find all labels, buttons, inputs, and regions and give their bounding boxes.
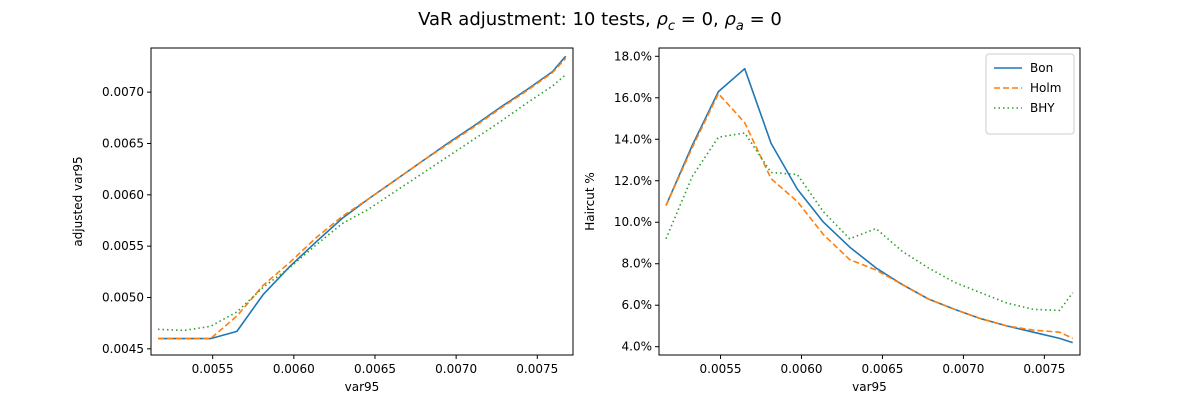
haircut-chart: 0.0055 0.0060 0.0065 0.0070 0.0075 4.0% 6.0% 8.… [583,47,1081,394]
x-tick-label: 0.0075 [1023,362,1065,376]
series-line-bhy [157,74,567,332]
x-tick-label: 0.0055 [192,362,234,376]
plot-frame [150,47,574,356]
legend-label-holm: Holm [1030,81,1061,95]
y-tick-label: 4.0% [622,340,653,354]
series-line-holm [158,57,567,340]
series-line-holm [665,92,1074,340]
y-tick-label: 0.0070 [102,85,144,99]
x-tick-label: 0.0075 [516,362,558,376]
title-rho-a-symbol: ρ [724,9,736,30]
x-axis-label: var95 [345,380,380,394]
title-rho-c-value: = 0, [675,9,724,30]
y-tick-label: 0.0060 [102,188,144,202]
y-tick-label: 18.0% [614,49,652,63]
legend-label-bon: Bon [1030,61,1053,75]
series-line-bhy [665,132,1074,312]
y-tick-label: 10.0% [614,215,652,229]
title-rho-a-value: = 0 [744,9,782,30]
legend-box [985,53,1075,135]
plot-frame [658,47,1081,356]
x-tick-label: 0.0060 [273,362,315,376]
title-prefix: VaR adjustment: 10 tests, [418,9,656,30]
x-tick-label: 0.0070 [435,362,477,376]
y-tick-label: 0.0055 [102,239,144,253]
y-tick-label: 0.0065 [102,136,144,150]
y-tick-label: 14.0% [614,132,652,146]
adjusted-var95-chart: 0.0055 0.0060 0.0065 0.0070 0.0075 0.0045 0.00… [71,47,574,394]
y-tick-label: 8.0% [622,257,653,271]
y-tick-label: 12.0% [614,174,652,188]
y-tick-label: 0.0045 [102,342,144,356]
title-rho-a-sub: a [736,19,744,34]
x-axis-label: var95 [852,380,887,394]
title-rho-c-sub: c [668,19,675,34]
y-axis-label: Haircut % [583,172,597,231]
x-tick-label: 0.0065 [861,362,903,376]
x-tick-label: 0.0070 [942,362,984,376]
y-tick-label: 16.0% [614,91,652,105]
figure-title: VaR adjustment: 10 tests, ρc = 0, ρa = 0 [418,9,782,34]
y-tick-label: 0.0050 [102,291,144,305]
title-rho-c-symbol: ρ [656,9,668,30]
legend-label-bhy: BHY [1030,101,1055,115]
y-tick-label: 6.0% [622,298,653,312]
x-tick-label: 0.0065 [354,362,396,376]
series-line-bon [158,55,567,340]
x-tick-label: 0.0055 [700,362,742,376]
y-axis-label: adjusted var95 [71,156,85,246]
legend: Bon Holm BHY [985,53,1075,135]
x-tick-label: 0.0060 [780,362,822,376]
